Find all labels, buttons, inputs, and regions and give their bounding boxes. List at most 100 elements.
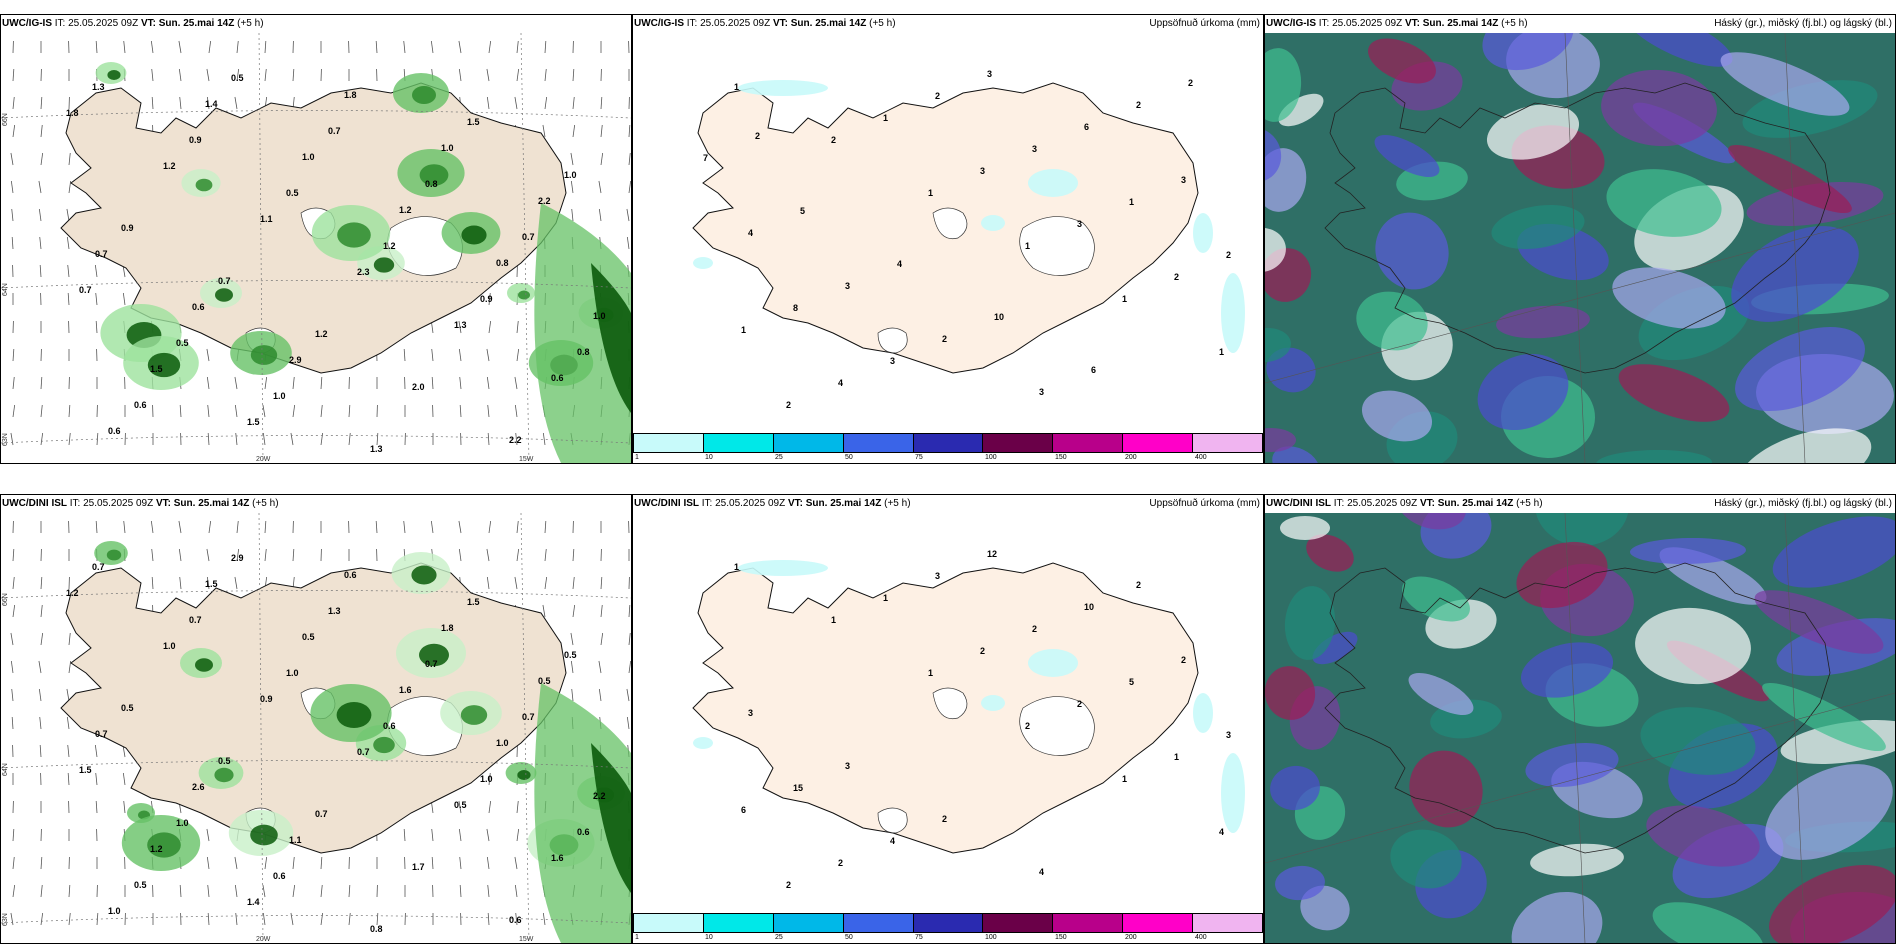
value-label: 4 [890, 836, 895, 846]
value-label: 7 [703, 153, 708, 163]
precip-area [1028, 169, 1078, 197]
wind-barb [39, 716, 42, 730]
cloud-layer [1772, 516, 1895, 588]
precip-core [195, 178, 213, 192]
value-label: 1 [883, 113, 888, 123]
wind-barb [515, 912, 518, 926]
cloud-layer [1278, 93, 1324, 127]
value-label: 1.1 [289, 835, 302, 845]
value-label: 1.0 [302, 152, 315, 162]
wind-barb [600, 124, 603, 138]
lat-label-64n: 64N [2, 763, 9, 776]
precip-area [738, 80, 828, 96]
value-label: 2 [1226, 250, 1231, 260]
wind-barb [600, 632, 604, 646]
value-label: 0.7 [425, 659, 438, 669]
value-label: 1 [928, 668, 933, 678]
cloud-layer [1520, 642, 1614, 698]
wind-barb [544, 576, 548, 590]
wind-barb [488, 40, 492, 54]
value-label: 2 [786, 880, 791, 890]
value-label: 2 [1025, 721, 1030, 731]
value-label: 3 [845, 281, 850, 291]
wind-barb [348, 432, 351, 446]
cloud-layer [1606, 169, 1722, 237]
value-label: 0.5 [302, 632, 315, 642]
value-label: 1.8 [344, 90, 357, 100]
value-label: 2 [935, 91, 940, 101]
wind-barb [403, 520, 406, 534]
value-label: 4 [748, 228, 753, 238]
value-label: 3 [845, 761, 850, 771]
wind-barb [403, 348, 406, 362]
value-label: 1.2 [163, 161, 176, 171]
value-label: 1 [741, 325, 746, 335]
colorbar-tick: 50 [845, 454, 853, 461]
value-label: 1.0 [176, 818, 189, 828]
precip-core [517, 770, 531, 780]
cloud-layer [1306, 534, 1354, 572]
wind-barb [264, 520, 267, 534]
wind-barb [234, 376, 238, 390]
value-label: 4 [897, 259, 902, 269]
cloud-layer [1769, 864, 1895, 943]
colorbar-tick: 200 [1125, 934, 1137, 941]
cloud-layer [1265, 327, 1291, 363]
glacier-outline [1019, 696, 1095, 756]
cloud-layer [1284, 586, 1336, 660]
glacier-outline [877, 327, 908, 354]
lat-label-63n: 63N [2, 913, 9, 926]
precip-area [693, 257, 713, 269]
value-label: 1.6 [551, 853, 564, 863]
wind-barb [544, 68, 547, 82]
wind-barb [94, 744, 98, 758]
value-label: 12 [987, 549, 997, 559]
graticule [1265, 33, 1895, 463]
wind-barb [628, 632, 631, 646]
colorbar-swatch [912, 913, 983, 933]
wind-barb [66, 688, 70, 702]
wind-barb [236, 40, 239, 54]
panel-accum-precip-bottom: UWC/DINI ISL IT: 25.05.2025 09Z VT: Sun.… [632, 494, 1264, 944]
value-label: 3 [1077, 219, 1082, 229]
panel-subtitle: Háský (gr.), miðský (fj.bl.) og lágský (… [1714, 18, 1892, 29]
wind-barb [95, 520, 98, 534]
value-label: 3 [1226, 730, 1231, 740]
wind-barb [95, 292, 98, 306]
value-label: 2.6 [192, 782, 205, 792]
wind-barb [598, 660, 602, 674]
wind-barb [431, 856, 434, 870]
wind-barb [516, 828, 520, 842]
wind-barb [95, 772, 98, 786]
wind-barb [348, 404, 351, 418]
value-label: 0.6 [134, 400, 147, 410]
wind-barb [40, 152, 44, 166]
colorbar-swatches [633, 433, 1263, 453]
cloud-cover-map [1265, 33, 1895, 463]
value-label: 2 [1032, 624, 1037, 634]
value-label: 10 [994, 312, 1004, 322]
wind-barb [178, 548, 182, 562]
wind-barb [12, 604, 16, 618]
wind-barb [38, 688, 42, 702]
wind-barb [11, 716, 14, 730]
value-label: 3 [890, 356, 895, 366]
wind-barb [626, 236, 630, 250]
value-label: 0.7 [315, 809, 328, 819]
lat-label-63n: 63N [2, 433, 9, 446]
wind-barb [122, 772, 126, 786]
value-label: 3 [980, 166, 985, 176]
value-label: 2.2 [593, 791, 606, 801]
wind-barb [486, 376, 490, 390]
wind-barb [320, 856, 323, 870]
wind-barb [262, 404, 266, 418]
cloud-layer [1618, 364, 1730, 422]
value-label: 1.5 [467, 597, 480, 607]
colorbar-tick: 75 [915, 454, 923, 461]
wind-barb [122, 292, 126, 306]
wind-barb [544, 548, 547, 562]
colorbar-swatch [702, 433, 773, 453]
lon-label-15w: 15W [519, 936, 534, 943]
wind-barb [206, 348, 210, 362]
wind-barb [598, 208, 602, 222]
